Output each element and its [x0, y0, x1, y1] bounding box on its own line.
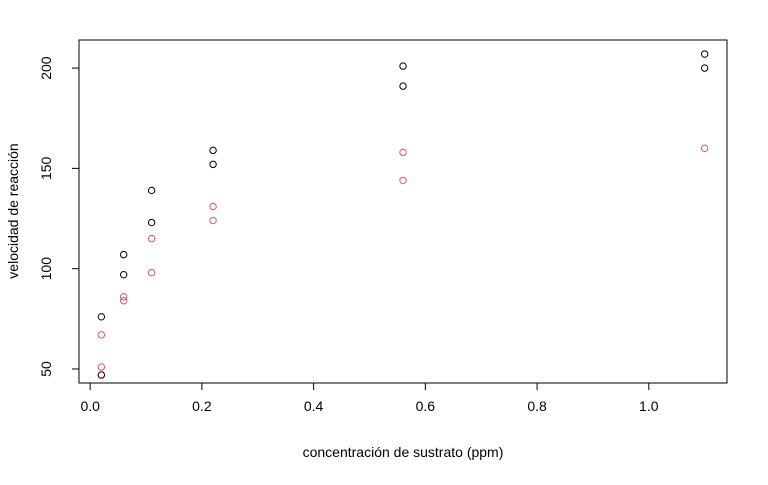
x-tick-label: 0.6 — [416, 398, 436, 414]
y-tick-label: 150 — [38, 156, 54, 180]
data-point-series-1 — [97, 371, 106, 379]
data-point-series-1 — [147, 218, 156, 227]
y-tick-label: 100 — [38, 257, 54, 281]
data-point-series-2 — [209, 216, 217, 225]
data-point-series-1 — [700, 64, 709, 72]
data-point-series-2 — [147, 234, 156, 243]
x-tick-label: 1.0 — [639, 398, 659, 414]
data-point-series-2 — [97, 363, 106, 371]
data-point-series-1 — [700, 50, 709, 58]
data-point-series-1 — [97, 313, 106, 321]
x-tick-label: 0.4 — [304, 398, 324, 414]
plot-frame — [78, 39, 728, 384]
data-point-series-2 — [147, 268, 156, 277]
x-tick-label: 0.8 — [527, 398, 547, 414]
data-point-series-2 — [97, 331, 106, 339]
data-point-series-1 — [147, 186, 156, 195]
data-point-series-1 — [209, 146, 217, 155]
data-point-series-2 — [119, 297, 128, 305]
data-point-series-2 — [209, 202, 217, 211]
x-axis-label: concentración de sustrato (ppm) — [303, 444, 504, 460]
x-axis: 0.0 0.2 0.4 0.6 0.8 1.0 — [80, 382, 659, 414]
data-point-series-1 — [399, 82, 407, 90]
x-tick-label: 0.0 — [80, 398, 100, 414]
data-point-series-2 — [700, 144, 709, 153]
data-point-series-1 — [119, 250, 128, 259]
data-points — [97, 50, 709, 379]
data-point-series-2 — [119, 293, 128, 301]
y-axis: 50 100 150 200 — [38, 56, 80, 377]
data-point-series-1 — [399, 62, 407, 70]
data-point-series-2 — [399, 148, 407, 157]
y-tick-label: 50 — [38, 361, 54, 377]
y-axis-label: velocidad de reacción — [5, 143, 21, 278]
data-point-series-1 — [119, 270, 128, 279]
data-point-series-1 — [209, 160, 217, 169]
y-tick-label: 200 — [38, 56, 54, 80]
data-point-series-2 — [399, 176, 407, 185]
x-tick-label: 0.2 — [192, 398, 212, 414]
